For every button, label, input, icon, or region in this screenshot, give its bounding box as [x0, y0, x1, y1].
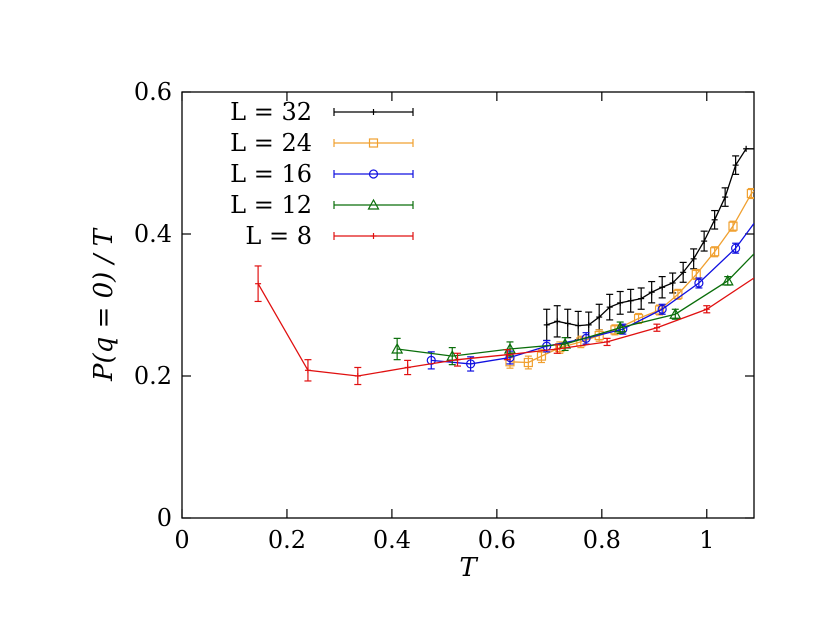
data-point: [564, 320, 571, 327]
x-tick-label: 0: [174, 526, 189, 554]
series-line: [397, 253, 754, 357]
series-layer: [254, 145, 754, 386]
legend-marker: [370, 109, 377, 115]
data-point: [680, 269, 687, 276]
data-point: [255, 280, 262, 287]
data-point: [731, 243, 741, 253]
data-point: [504, 351, 511, 358]
legend-item-2: L = 24: [230, 129, 414, 157]
x-tick-label: 0.2: [268, 526, 306, 554]
plot-frame: [181, 91, 755, 519]
data-point: [703, 306, 710, 313]
data-point: [638, 295, 645, 302]
legend-item-1: L = 32: [230, 98, 414, 126]
data-point: [694, 278, 704, 288]
data-point: [585, 321, 592, 328]
legend-item-5: L = 8: [245, 222, 414, 250]
legend-label: L = 16: [230, 160, 312, 188]
plot-border: [181, 91, 755, 519]
error-bar: [467, 356, 475, 372]
y-tick-label: 0: [157, 504, 172, 532]
x-tick-label: 0.6: [478, 526, 516, 554]
error-bar: [427, 351, 435, 370]
legend-marker: [368, 138, 379, 148]
y-axis-title: P(q = 0) / T: [89, 227, 119, 382]
data-point: [523, 357, 533, 368]
series-3: [426, 222, 754, 372]
data-point: [653, 324, 660, 331]
data-point: [454, 356, 461, 363]
data-point: [554, 318, 561, 325]
data-point: [304, 367, 311, 374]
error-bar: [695, 277, 703, 289]
y-tick-label: 0.2: [134, 362, 172, 390]
legend-label: L = 12: [230, 191, 312, 219]
x-tick-label: 0.4: [373, 526, 411, 554]
data-point: [614, 321, 627, 333]
data-point: [596, 314, 603, 321]
data-point: [554, 346, 561, 353]
legend-marker: [368, 169, 379, 179]
y-tick-label: 0.6: [134, 78, 172, 106]
data-point: [710, 247, 720, 257]
data-point: [657, 304, 667, 314]
data-point: [575, 322, 582, 329]
data-point: [659, 284, 666, 291]
data-point: [617, 299, 624, 306]
series-4: [391, 253, 754, 366]
data-point: [627, 297, 634, 304]
legend-label: L = 8: [245, 222, 312, 250]
error-bar: [732, 242, 740, 254]
data-point: [604, 338, 611, 345]
x-tick-label: 0.8: [583, 526, 621, 554]
error-bar: [393, 337, 401, 361]
data-point: [503, 342, 517, 354]
data-point: [669, 307, 682, 319]
y-tick-label: 0.4: [134, 220, 172, 248]
error-bar: [711, 246, 719, 258]
data-point: [543, 321, 550, 328]
data-point: [466, 359, 476, 369]
data-point: [721, 274, 734, 286]
data-point: [701, 238, 708, 245]
data-point: [722, 194, 729, 201]
data-point: [354, 373, 361, 379]
legend-marker: [367, 198, 380, 210]
error-bar: [747, 187, 754, 200]
data-point: [743, 145, 750, 152]
error-bar: [658, 303, 666, 315]
legend-marker: [370, 233, 377, 239]
legend: L = 32 L = 24 L = 16 L = 12 L = 8: [230, 98, 414, 250]
series-1: [543, 145, 754, 342]
legend-label: L = 32: [230, 98, 312, 126]
legend-item-3: L = 16: [230, 160, 414, 188]
data-point: [728, 221, 738, 231]
series-2: [505, 187, 754, 370]
error-bar: [729, 220, 737, 232]
legend-label: L = 24: [230, 129, 312, 157]
legend-item-4: L = 12: [230, 191, 414, 219]
data-point: [404, 364, 411, 371]
data-point: [690, 255, 697, 262]
x-tick-label: 1: [699, 526, 714, 554]
series-line: [431, 222, 754, 365]
data-point: [732, 162, 739, 169]
data-point: [746, 188, 754, 199]
data-point: [391, 342, 404, 354]
data-point: [711, 216, 718, 223]
data-point: [536, 351, 547, 361]
series-5: [254, 265, 754, 386]
axis-ticks: [181, 91, 754, 519]
data-point: [669, 279, 676, 286]
data-point: [606, 304, 613, 311]
data-point: [648, 289, 655, 296]
x-axis-title: T: [459, 553, 478, 583]
tick-labels: 0 0.2 0.4 0.6 0.8 1 0 0.2 0.4 0.6: [134, 78, 715, 554]
